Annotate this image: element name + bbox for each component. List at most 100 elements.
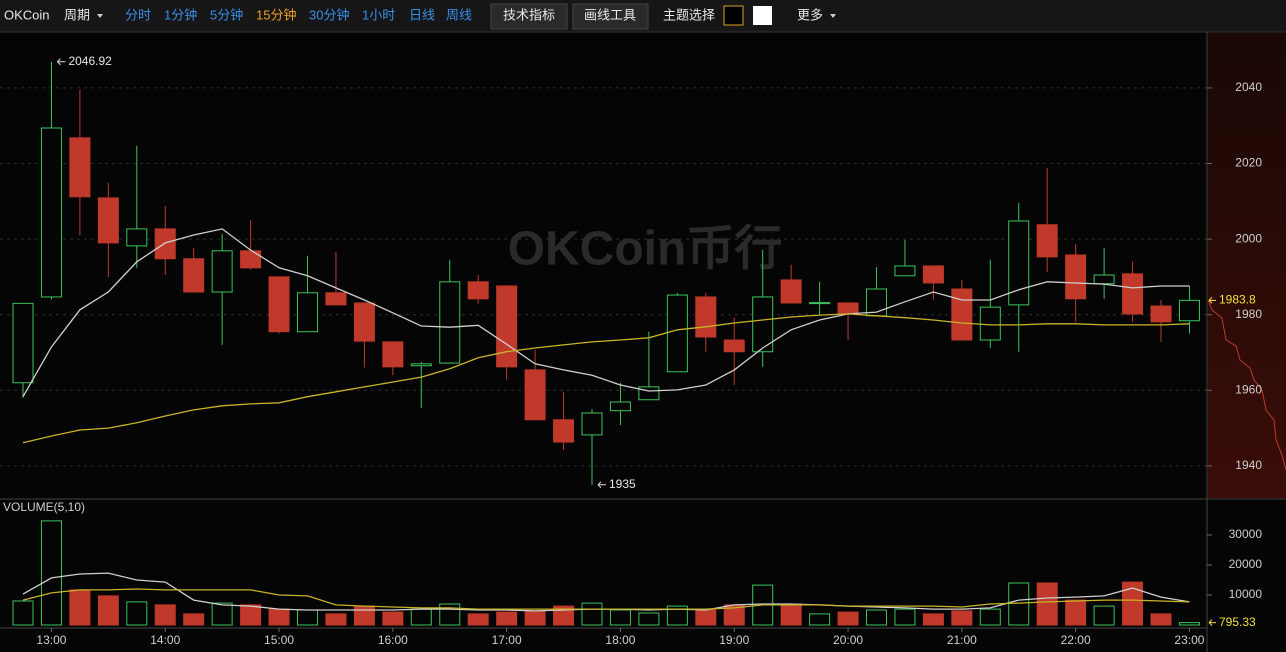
- volume-bar: [1065, 599, 1087, 626]
- depth-line: [1207, 299, 1286, 471]
- volume-bar: [638, 612, 660, 626]
- theme-dark[interactable]: [723, 5, 744, 26]
- volume-bar: [894, 608, 916, 626]
- candle-body: [1150, 305, 1172, 323]
- candle-body: [240, 250, 262, 269]
- y-tick-label: 2040: [1235, 80, 1262, 94]
- volume-bar: [524, 610, 546, 626]
- volume-bar: [553, 605, 575, 626]
- candle-body: [553, 419, 575, 443]
- candle-body: [609, 401, 631, 412]
- volume-bar: [154, 604, 176, 626]
- candle-body: [12, 302, 34, 384]
- candle-body: [837, 302, 859, 315]
- x-tick-label: 19:00: [719, 633, 749, 647]
- candle-body: [666, 294, 688, 373]
- interval-option[interactable]: 1小时: [362, 7, 395, 22]
- interval-option[interactable]: 1分钟: [164, 7, 197, 22]
- dropdown-arrow: [830, 14, 836, 18]
- volume-bar: [1093, 605, 1115, 626]
- candle-body: [268, 276, 290, 333]
- candle-body: [69, 137, 91, 198]
- volume-bar: [1008, 582, 1030, 626]
- annotation-arrow: [57, 58, 66, 66]
- x-tick-label: 13:00: [36, 633, 66, 647]
- interval-option[interactable]: 15分钟: [256, 7, 296, 22]
- theme-light[interactable]: [753, 6, 772, 25]
- logo: OKCoin: [4, 7, 50, 22]
- period-menu[interactable]: 周期: [64, 7, 90, 22]
- candle-body: [581, 412, 603, 436]
- volume-bar: [1150, 613, 1172, 626]
- volume-bar: [183, 613, 205, 626]
- last-value: 795.33: [1219, 615, 1256, 629]
- candle-body: [126, 228, 148, 247]
- extreme-label: 2046.92: [68, 54, 112, 68]
- volume-bar: [496, 611, 518, 626]
- candle-body: [496, 285, 518, 368]
- candle-body: [1065, 254, 1087, 300]
- last-arrow: [1208, 619, 1216, 626]
- candle-body: [211, 250, 233, 293]
- depth-area: [1208, 33, 1286, 498]
- candle-body: [97, 197, 119, 244]
- volume-bar: [69, 589, 91, 626]
- dropdown-arrow: [97, 14, 103, 18]
- volume-bar: [866, 609, 887, 626]
- volume-bar: [439, 603, 461, 626]
- x-tick-label: 20:00: [833, 633, 863, 647]
- drawing-button[interactable]: 画线工具: [584, 7, 636, 22]
- y-tick-label: 1960: [1235, 382, 1262, 396]
- volume-bar: [467, 613, 489, 626]
- x-tick-label: 18:00: [605, 633, 635, 647]
- volume-bar: [12, 600, 34, 626]
- y-tick-label: 30000: [1229, 527, 1263, 541]
- candle-body: [439, 281, 461, 364]
- interval-option[interactable]: 5分钟: [210, 7, 243, 22]
- candle-body: [979, 306, 1001, 341]
- y-tick-label: 2020: [1235, 156, 1262, 170]
- moving-average: [22, 313, 1190, 444]
- candle-body: [410, 363, 432, 367]
- volume-bar: [325, 613, 347, 626]
- interval-option[interactable]: 周线: [446, 7, 472, 22]
- volume-bar: [297, 609, 318, 626]
- y-tick-label: 20000: [1229, 557, 1263, 571]
- volume-bar: [382, 611, 404, 626]
- last-arrow: [1208, 296, 1216, 304]
- candle-body: [1093, 274, 1115, 285]
- volume-bar: [353, 605, 375, 626]
- candle-body: [467, 281, 489, 300]
- x-tick-label: 21:00: [947, 633, 977, 647]
- candle-body: [922, 265, 944, 284]
- indicator-button[interactable]: 技术指标: [503, 7, 555, 22]
- candle-body: [325, 292, 347, 306]
- x-tick-label: 22:00: [1061, 633, 1091, 647]
- candle-body: [183, 258, 205, 293]
- toolbar-items: OKCoin 周期 技术指标 画线工具 主题选择 更多: [4, 3, 836, 30]
- volume-bar: [809, 613, 831, 626]
- candle-body: [695, 296, 717, 338]
- interval-option[interactable]: 日线: [409, 7, 435, 22]
- more-menu[interactable]: 更多: [797, 7, 823, 22]
- interval-option[interactable]: 分时: [125, 7, 151, 22]
- y-tick-label: 1980: [1235, 307, 1262, 321]
- x-tick-label: 16:00: [378, 633, 408, 647]
- moving-average: [22, 228, 1190, 398]
- y-tick-label: 2000: [1235, 231, 1262, 245]
- candle-body: [1178, 299, 1200, 322]
- volume-average: [22, 588, 1190, 610]
- x-tick-label: 23:00: [1174, 633, 1204, 647]
- volume-bar: [1178, 622, 1200, 626]
- volume-bar: [126, 601, 148, 626]
- interval-option[interactable]: 30分钟: [309, 7, 349, 22]
- candle-body: [1122, 273, 1144, 315]
- volume-bar: [581, 602, 603, 626]
- volume-bar: [240, 604, 262, 626]
- volume-bar: [837, 611, 859, 626]
- candle-body: [1008, 220, 1030, 306]
- candle-body: [353, 302, 375, 342]
